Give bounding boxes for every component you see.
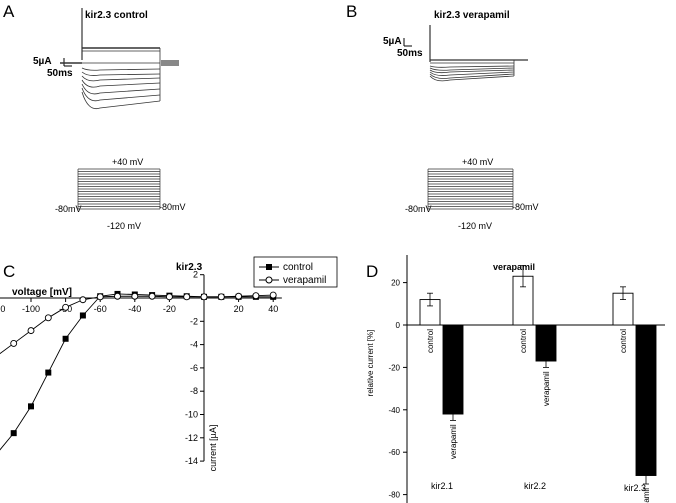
bar-chart-title: verapamil (493, 262, 535, 272)
iv-point-control (62, 335, 69, 342)
iv-point-verapamil (27, 327, 35, 335)
legend-verapamil-label: verapamil (283, 275, 326, 286)
bar-y-tick-label: -60 (388, 448, 400, 457)
protocol-b-top-label: +40 mV (462, 157, 494, 167)
protocol-b-holding-left-label: -80mV (405, 204, 432, 214)
legend-control-label: control (283, 262, 313, 273)
iv-legend: control verapamil (253, 256, 338, 288)
iv-chart-title: kir2.3 (176, 262, 203, 273)
bar-chart: verapamil relative current [%] 40200-20-… (366, 255, 665, 503)
iv-point-verapamil (165, 293, 173, 301)
bar-y-tick-label: -80 (388, 491, 400, 500)
bar-series-label: verapamil (542, 371, 551, 406)
iv-point-verapamil (44, 314, 52, 322)
panel-a-current-traces (60, 8, 179, 110)
iv-x-tick-label: -60 (94, 304, 107, 314)
panel-a-title: kir2.3 control (85, 10, 148, 21)
scale-bar-b-current-label: 5µA (383, 36, 402, 47)
legend-control-marker (266, 264, 272, 270)
iv-point-verapamil (148, 292, 156, 300)
bar-y-tick-label: 20 (391, 279, 400, 288)
iv-point-verapamil (235, 292, 243, 300)
panel-a-b-traces (60, 8, 528, 110)
bar-series-label: verapamil (449, 424, 458, 459)
iv-point-control (45, 369, 52, 376)
iv-ylabel: current [µA] (208, 425, 218, 472)
iv-x-tick-label: -20 (163, 304, 176, 314)
bar-y-tick-label: -40 (388, 406, 400, 415)
iv-point-control (10, 430, 17, 437)
iv-y-tick-label: -14 (185, 456, 198, 466)
panel-a-scale-bar (63, 58, 72, 67)
panel-b-letter: B (346, 2, 358, 21)
bar-group-label: kir2.3 (624, 483, 646, 493)
iv-point-verapamil (114, 292, 121, 300)
iv-point-control (79, 312, 86, 319)
iv-y-tick-label: -2 (190, 316, 198, 326)
iv-point-verapamil (183, 293, 191, 301)
bar-verapamil-kir2.3 (635, 324, 657, 476)
iv-point-verapamil (62, 303, 70, 311)
protocol-a-bottom-label: -120 mV (107, 221, 142, 231)
bar-y-tick-label: 0 (396, 321, 401, 330)
iv-xlabel: voltage [mV] (12, 287, 72, 298)
iv-point-verapamil (269, 291, 277, 299)
protocol-a-top-label: +40 mV (112, 157, 144, 167)
iv-y-tick-label: -4 (190, 340, 198, 350)
bar-ylabel: relative current [%] (366, 330, 375, 397)
bar-series-label: control (426, 329, 435, 353)
protocol-b-steps (427, 168, 514, 210)
iv-point-control (28, 403, 34, 410)
iv-y-tick-label: -10 (185, 410, 198, 420)
scale-bar-current-label: 5µA (33, 56, 52, 67)
bar-series-label: verapamil (642, 488, 651, 503)
bar-group-label: kir2.2 (524, 481, 546, 491)
iv-point-verapamil (79, 296, 87, 304)
iv-point-verapamil (96, 293, 104, 301)
iv-series-line-control (0, 293, 274, 451)
scale-bar-time-label: 50ms (47, 68, 73, 79)
iv-y-tick-label: 2 (193, 270, 198, 280)
iv-y-tick-label: -8 (190, 386, 198, 396)
panel-a-letter: A (3, 2, 15, 21)
bar-group-label: kir2.1 (431, 481, 453, 491)
iv-x-tick-label: -40 (128, 304, 141, 314)
protocol-a-steps (77, 168, 161, 210)
panel-b-title: kir2.3 verapamil (434, 10, 510, 21)
protocol-b-bottom-label: -120 mV (458, 221, 493, 231)
iv-chart: kir2.3 voltage [mV] current [µA] -120 -10… (0, 256, 338, 472)
bar-series-label: control (619, 329, 628, 353)
iv-y-tick-label: -12 (185, 433, 198, 443)
iv-x-tick-label: -120 (0, 304, 5, 314)
scale-bar-b-time-label: 50ms (397, 48, 423, 59)
protocol-a-holding-right-label: -80mV (159, 202, 186, 212)
bar-y-tick-label: -20 (388, 363, 400, 372)
iv-x-tick-label: 20 (234, 304, 244, 314)
panel-d-letter: D (366, 262, 379, 281)
iv-point-verapamil (131, 292, 139, 300)
iv-x-tick-label: -100 (22, 304, 40, 314)
iv-point-verapamil (10, 339, 18, 347)
iv-y-tick-label: -6 (190, 363, 198, 373)
panel-b-current-traces (429, 25, 528, 82)
iv-point-verapamil (217, 293, 225, 301)
voltage-protocols (77, 168, 514, 210)
protocol-a-holding-left-label: -80mV (55, 204, 82, 214)
bar-verapamil-kir2.1 (442, 324, 464, 415)
bar-series-label: control (519, 329, 528, 353)
panel-b-scale-bar (403, 38, 412, 47)
protocol-b-holding-right-label: -80mV (512, 202, 539, 212)
iv-point-verapamil (252, 292, 260, 300)
iv-x-tick-label: 40 (268, 304, 278, 314)
legend-verapamil-marker (265, 276, 273, 284)
iv-point-verapamil (200, 293, 208, 301)
panel-c-letter: C (3, 262, 16, 281)
